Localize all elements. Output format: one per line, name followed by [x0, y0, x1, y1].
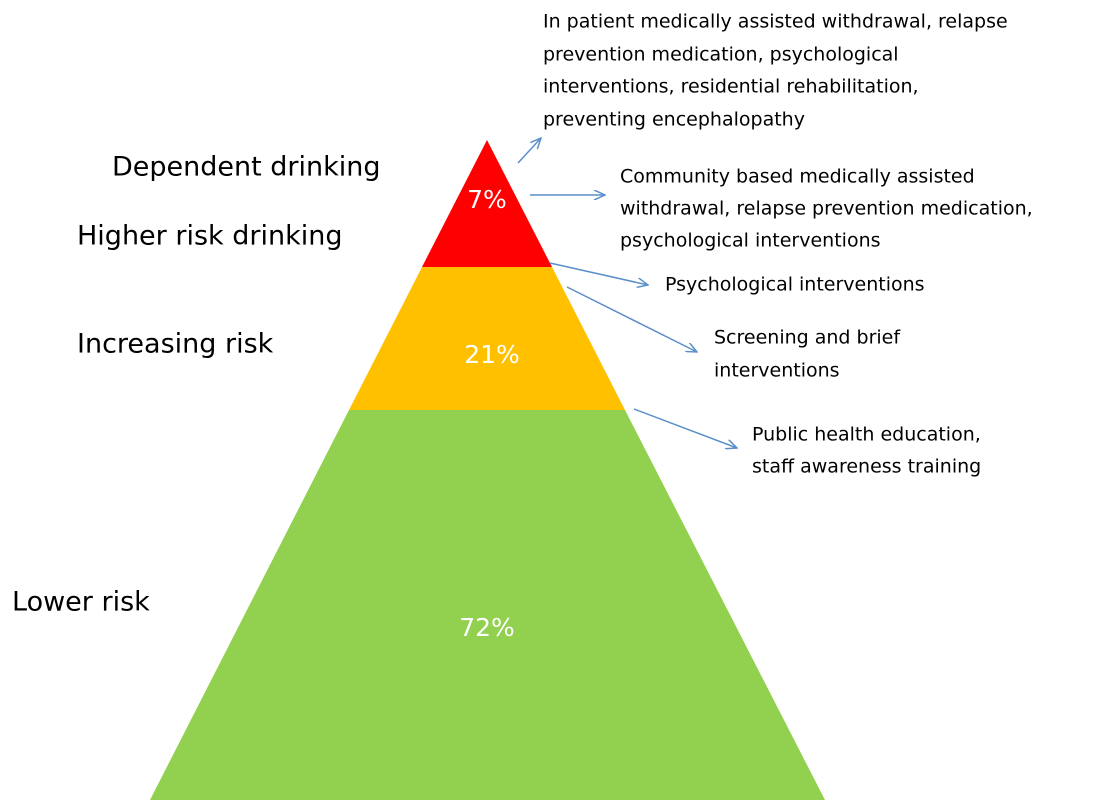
intervention-text: Public health education, — [752, 424, 981, 446]
percent-label: 7% — [467, 185, 507, 214]
tier-dependent — [422, 140, 552, 267]
intervention-text: Community based medically assisted — [620, 166, 975, 188]
intervention-text: interventions — [714, 360, 840, 382]
intervention-text: Screening and brief — [714, 327, 901, 349]
level-label: Dependent drinking — [112, 152, 381, 183]
intervention-text: prevention medication, psychological — [543, 44, 899, 66]
intervention-text: staff awareness training — [752, 456, 981, 478]
tier-increasing — [349, 267, 625, 410]
percent-label: 72% — [459, 613, 515, 642]
intervention-text: interventions, residential rehabilitatio… — [543, 76, 919, 98]
intervention-text: In patient medically assisted withdrawal… — [543, 11, 1008, 33]
tier-lower — [150, 410, 825, 800]
level-label: Lower risk — [12, 587, 150, 618]
intervention-text: preventing encephalopathy — [543, 109, 805, 131]
level-label: Higher risk drinking — [77, 221, 342, 252]
arrow — [566, 286, 697, 352]
level-label: Increasing risk — [77, 329, 274, 360]
intervention-text: psychological interventions — [620, 230, 881, 252]
intervention-text: Psychological interventions — [665, 274, 925, 296]
arrow — [549, 262, 648, 285]
arrow — [517, 138, 541, 164]
percent-label: 21% — [464, 340, 520, 369]
arrow — [633, 408, 737, 448]
intervention-text: withdrawal, relapse prevention medicatio… — [620, 198, 1033, 220]
